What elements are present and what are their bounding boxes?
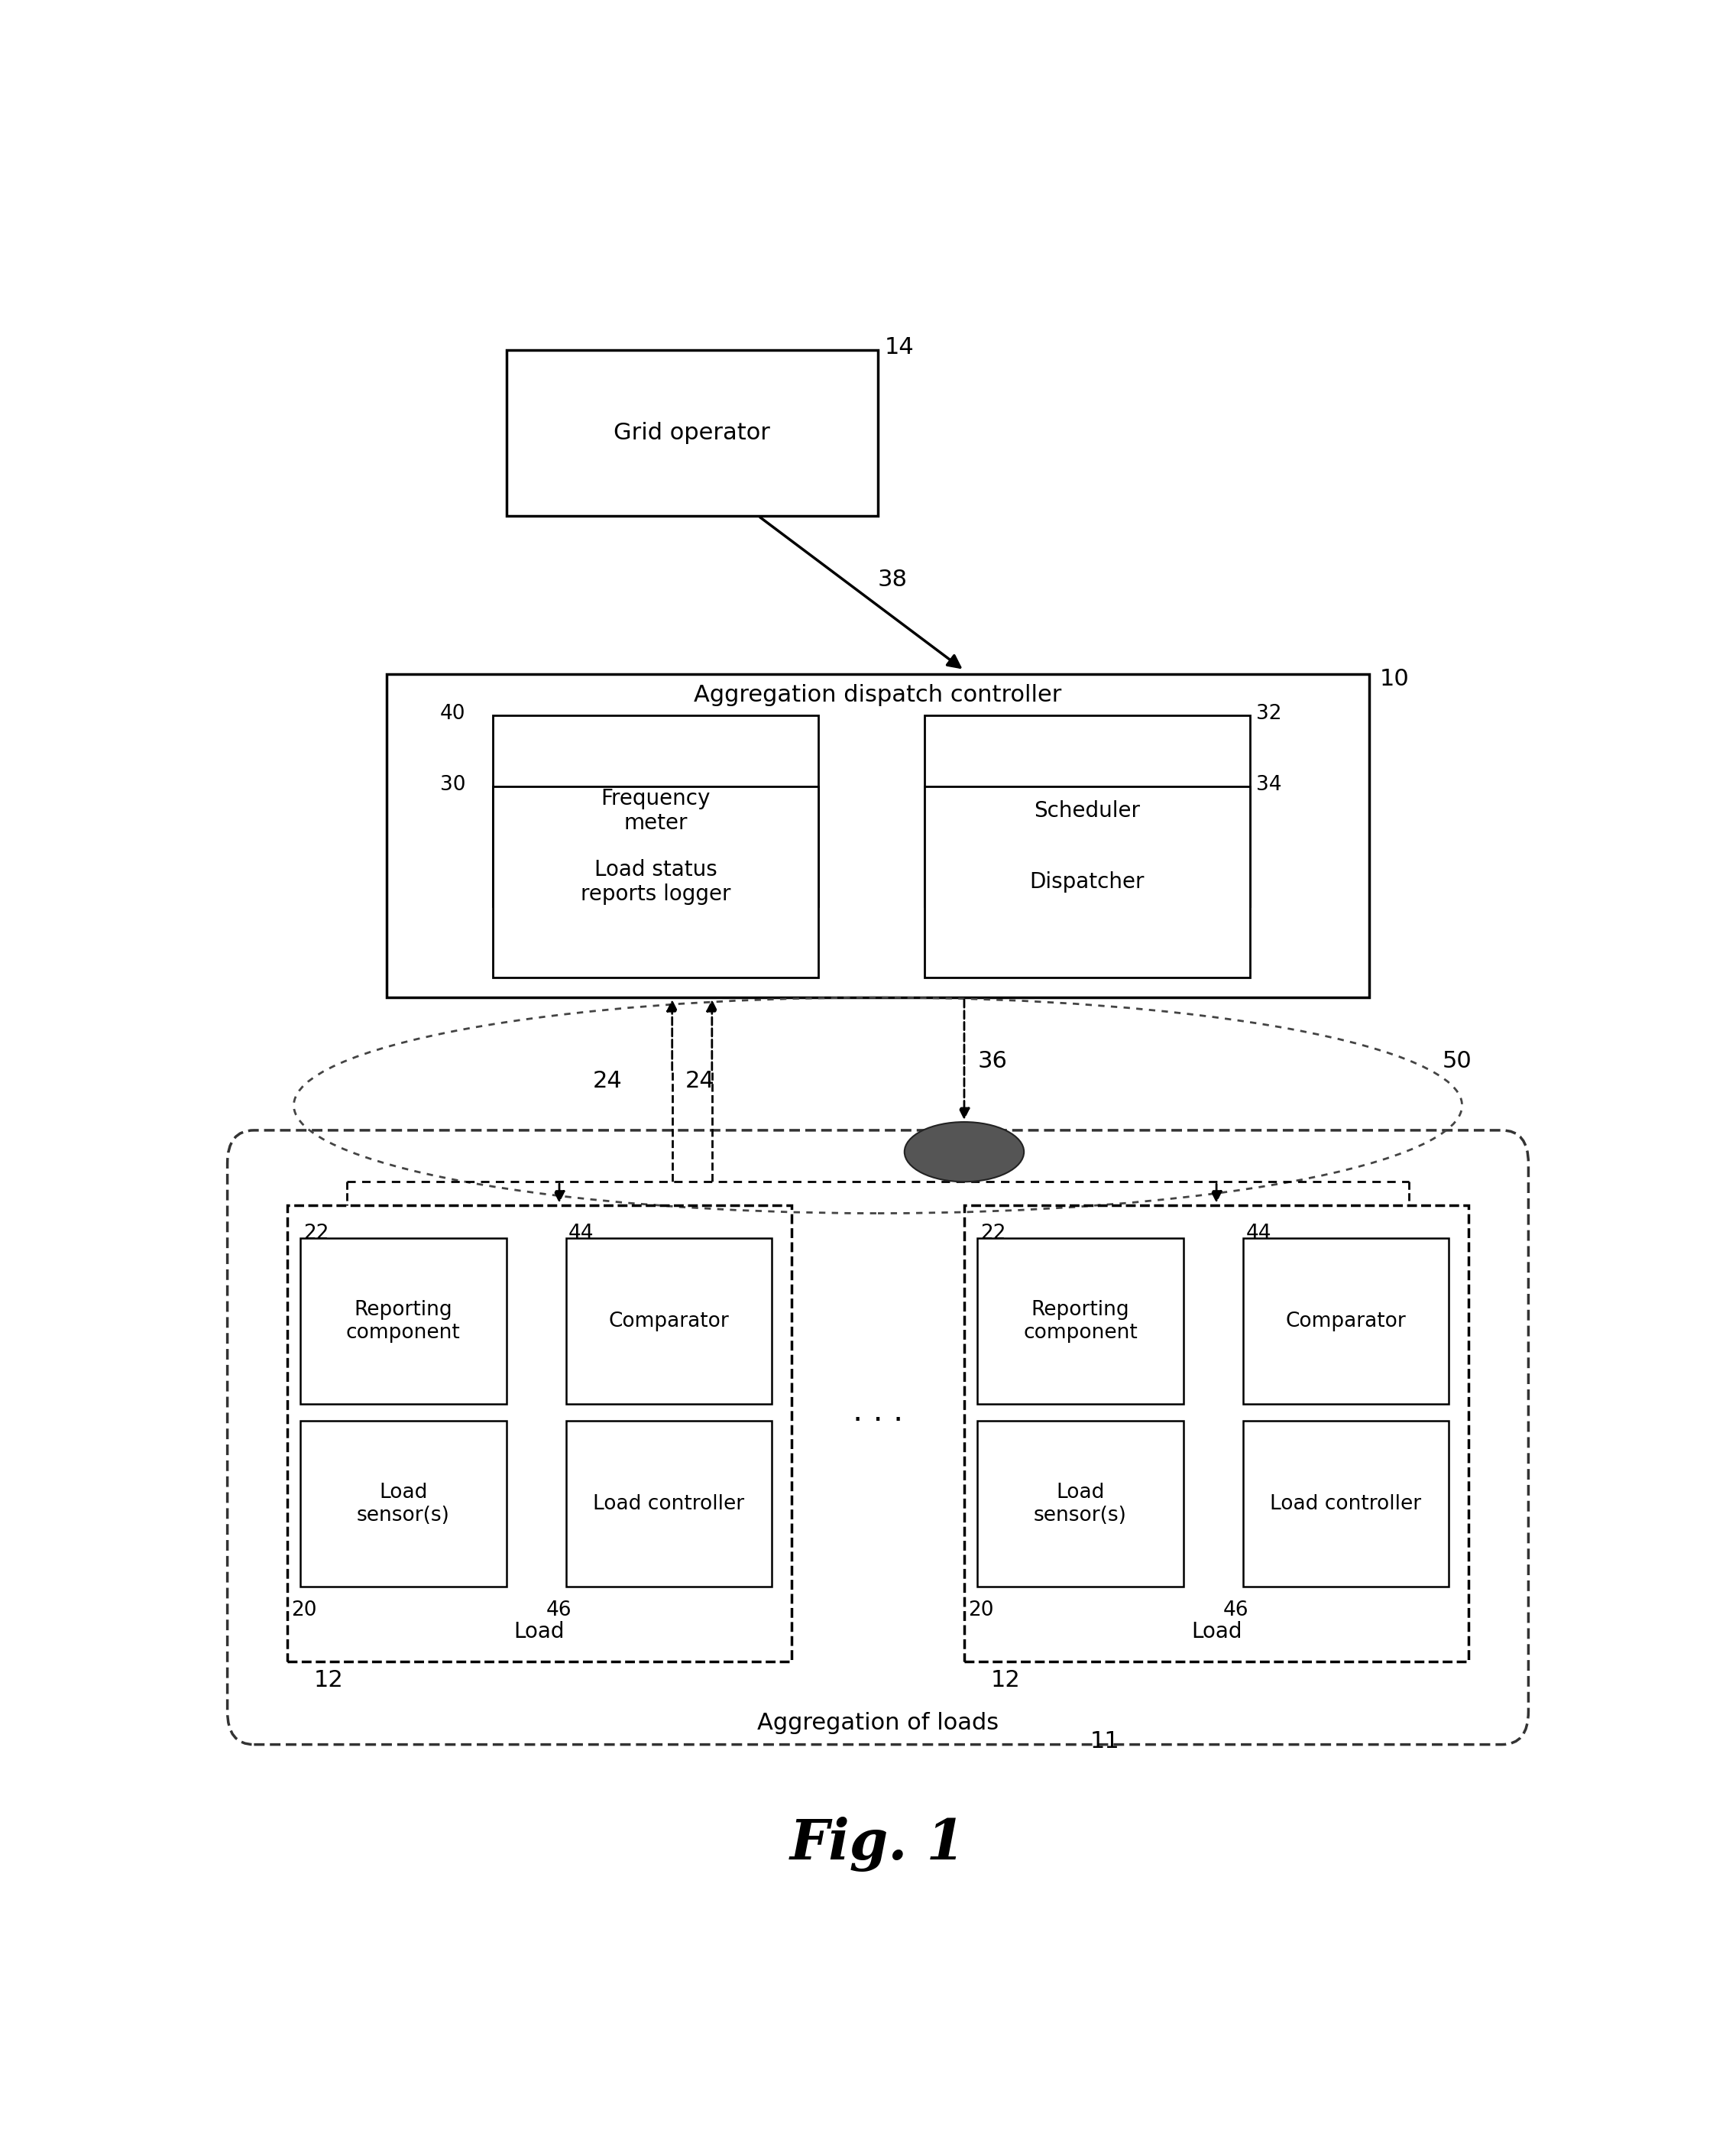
Text: 46: 46: [1223, 1600, 1249, 1619]
Text: 10: 10: [1379, 668, 1410, 690]
Text: Comparator: Comparator: [608, 1311, 730, 1330]
Text: 46: 46: [546, 1600, 572, 1619]
Text: Grid operator: Grid operator: [613, 423, 771, 444]
Text: Load
sensor(s): Load sensor(s): [1035, 1483, 1127, 1524]
FancyBboxPatch shape: [978, 1238, 1184, 1404]
Text: Aggregation dispatch controller: Aggregation dispatch controller: [694, 683, 1062, 707]
FancyBboxPatch shape: [493, 716, 819, 906]
FancyBboxPatch shape: [925, 787, 1250, 977]
FancyBboxPatch shape: [300, 1421, 507, 1587]
Text: Load controller: Load controller: [593, 1494, 745, 1514]
Text: 22: 22: [303, 1222, 329, 1244]
Text: 38: 38: [879, 569, 908, 591]
FancyBboxPatch shape: [925, 716, 1250, 906]
Text: 34: 34: [1256, 774, 1281, 796]
Text: Aggregation of loads: Aggregation of loads: [757, 1712, 999, 1733]
Text: 44: 44: [569, 1222, 594, 1244]
Text: Load controller: Load controller: [1271, 1494, 1422, 1514]
Text: 12: 12: [313, 1669, 343, 1692]
Text: 22: 22: [980, 1222, 1006, 1244]
Text: 36: 36: [978, 1050, 1007, 1072]
Text: 14: 14: [884, 336, 915, 358]
FancyBboxPatch shape: [300, 1238, 507, 1404]
Text: 50: 50: [1442, 1050, 1471, 1072]
Text: Reporting
component: Reporting component: [346, 1300, 461, 1343]
Text: 40: 40: [440, 703, 466, 724]
FancyBboxPatch shape: [507, 349, 879, 515]
Text: 32: 32: [1256, 703, 1281, 724]
Text: Fig. 1: Fig. 1: [790, 1818, 966, 1871]
Text: Load: Load: [514, 1621, 565, 1643]
FancyBboxPatch shape: [565, 1421, 773, 1587]
Text: Load status
reports logger: Load status reports logger: [581, 858, 731, 906]
Text: Reporting
component: Reporting component: [1023, 1300, 1137, 1343]
Text: 12: 12: [990, 1669, 1021, 1692]
Text: Scheduler: Scheduler: [1035, 800, 1141, 821]
FancyBboxPatch shape: [565, 1238, 773, 1404]
Text: Load
sensor(s): Load sensor(s): [356, 1483, 451, 1524]
Text: 30: 30: [440, 774, 466, 796]
Text: 11: 11: [1091, 1731, 1120, 1753]
Text: Comparator: Comparator: [1286, 1311, 1406, 1330]
Text: · · ·: · · ·: [853, 1406, 903, 1436]
Text: 24: 24: [593, 1069, 622, 1093]
Ellipse shape: [904, 1121, 1024, 1181]
Text: 20: 20: [968, 1600, 994, 1619]
Text: 20: 20: [291, 1600, 317, 1619]
Text: Load: Load: [1191, 1621, 1242, 1643]
Text: Frequency
meter: Frequency meter: [601, 787, 711, 834]
FancyBboxPatch shape: [387, 673, 1369, 998]
FancyBboxPatch shape: [1244, 1238, 1449, 1404]
Text: 24: 24: [685, 1069, 714, 1093]
FancyBboxPatch shape: [493, 787, 819, 977]
Text: Dispatcher: Dispatcher: [1030, 871, 1144, 893]
Text: 44: 44: [1245, 1222, 1271, 1244]
FancyBboxPatch shape: [1244, 1421, 1449, 1587]
FancyBboxPatch shape: [978, 1421, 1184, 1587]
